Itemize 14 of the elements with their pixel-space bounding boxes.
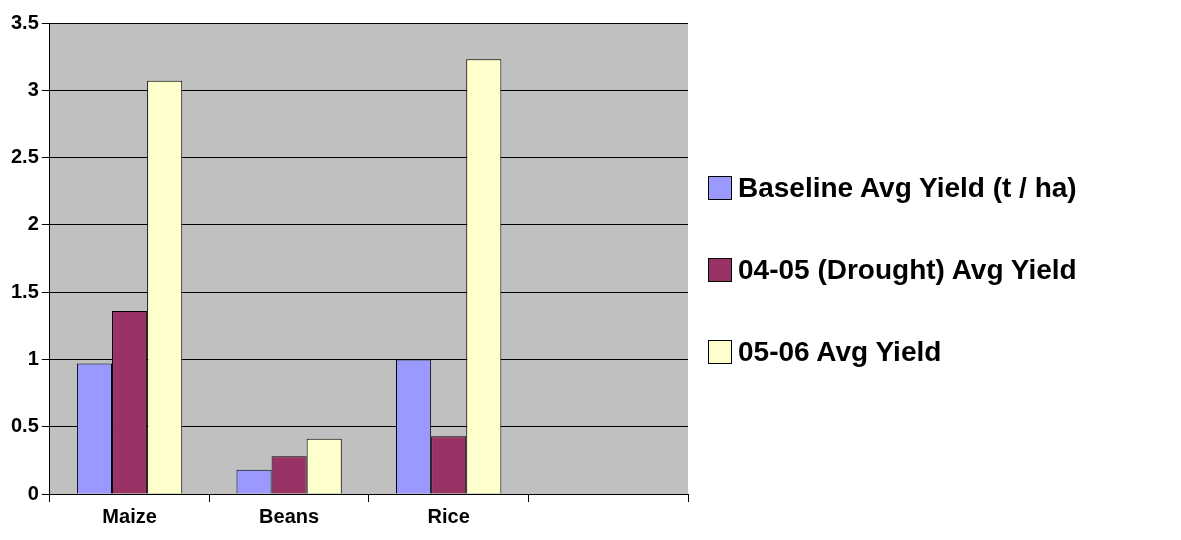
y-tick-label: 1.5 — [10, 279, 39, 302]
x-tick-label: Rice — [427, 504, 470, 527]
y-tick-label: 2.5 — [10, 145, 39, 168]
x-tick-label: Beans — [259, 504, 320, 527]
y-tick-label: 0 — [27, 481, 39, 504]
y-tick-label: 1 — [27, 346, 39, 369]
y-tick-label: 0.5 — [10, 414, 39, 437]
y-tick-label: 3.5 — [10, 10, 39, 33]
y-tick-label: 2 — [27, 212, 39, 235]
legend-label: Baseline Avg Yield (t / ha) — [738, 172, 1077, 204]
legend-label: 04-05 (Drought) Avg Yield — [738, 254, 1077, 286]
y-tick-label: 3 — [27, 77, 39, 100]
x-tick-label: Maize — [102, 504, 157, 527]
legend-label: 05-06 Avg Yield — [738, 336, 942, 368]
